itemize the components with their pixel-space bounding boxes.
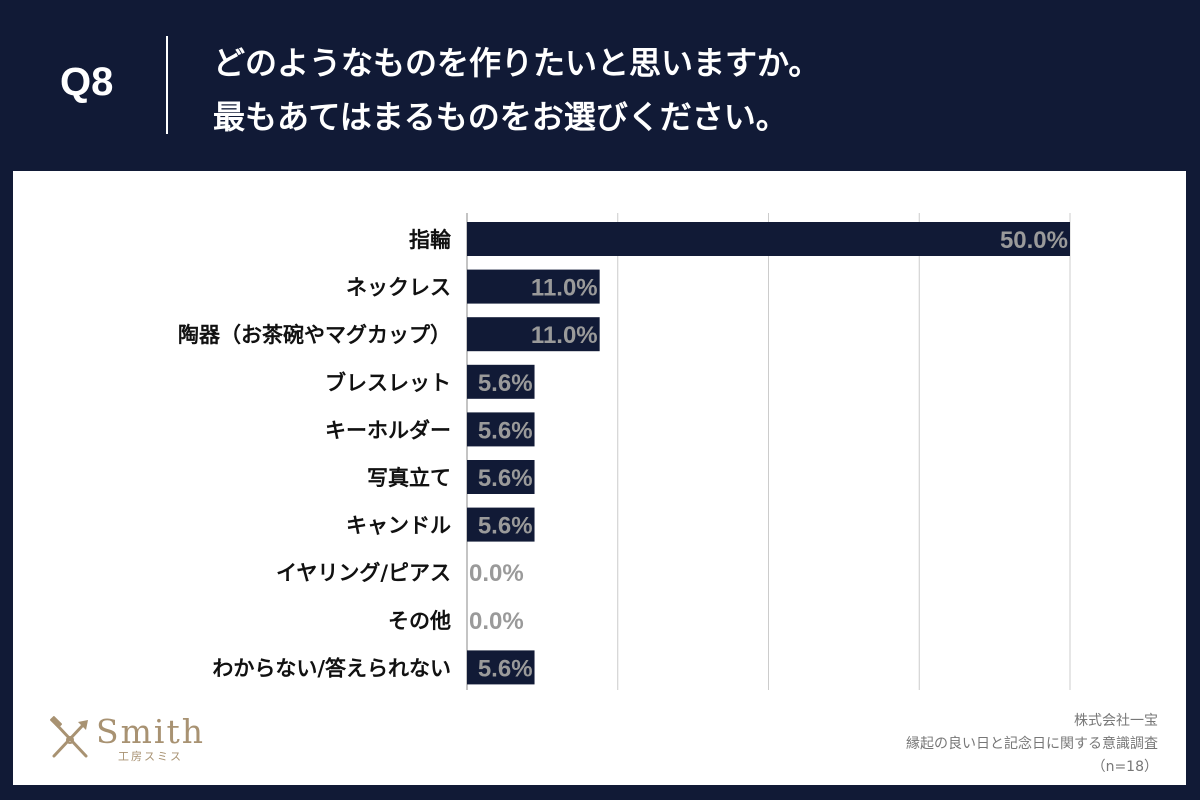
question-number: Q8 — [60, 60, 114, 104]
logo-wordmark: Smith — [96, 712, 205, 751]
category-label: ネックレス — [346, 276, 451, 300]
bar — [467, 317, 600, 352]
logo-subtitle: 工房スミス — [118, 750, 183, 763]
bar — [467, 364, 535, 399]
category-label: キーホルダー — [325, 418, 451, 442]
category-label: キャンドル — [346, 514, 451, 538]
question-text-line-2: 最もあてはまるものをお選びください。 — [213, 98, 788, 136]
survey-credit: 株式会社一宝 縁起の良い日と記念日に関する意識調査 （n=18） — [906, 710, 1158, 779]
smith-logo: Smith 工房スミス — [48, 712, 228, 764]
header: Q8 どのようなものを作りたいと思いますか。 最もあてはまるものをお選びください… — [0, 0, 1200, 170]
bar — [467, 412, 535, 447]
category-label: 陶器（お茶碗やマグカップ） — [178, 323, 451, 347]
bar — [467, 222, 1070, 256]
category-label: ブレスレット — [325, 371, 451, 395]
data-label: 0.0% — [469, 560, 524, 587]
category-label: 写真立て — [367, 466, 451, 490]
category-label: その他 — [388, 609, 451, 633]
data-label: 50.0% — [1000, 227, 1068, 254]
question-text-line-1: どのようなものを作りたいと思いますか。 — [213, 44, 821, 82]
category-label: 指輪 — [409, 228, 452, 252]
credit-sample-size: （n=18） — [1091, 759, 1158, 775]
data-label: 5.6% — [478, 465, 533, 492]
credit-company: 株式会社一宝 — [1074, 713, 1158, 729]
data-label: 11.0% — [531, 322, 598, 349]
data-label: 5.6% — [478, 655, 533, 682]
bar — [467, 650, 535, 685]
data-label: 11.0% — [531, 275, 598, 302]
crossed-tools-icon — [50, 716, 88, 758]
data-label: 5.6% — [478, 417, 533, 444]
bar-chart: 指輪 50.0% ネックレス 11.0% 陶器（お茶碗やマグカップ） 11.0% ブレスレッ… — [178, 213, 1071, 690]
bar — [467, 460, 535, 494]
chart-panel: 指輪 50.0% ネックレス 11.0% 陶器（お茶碗やマグカップ） 11.0% ブレスレッ… — [13, 171, 1186, 785]
bar — [467, 269, 600, 304]
category-label: イヤリング/ピアス — [276, 561, 451, 585]
data-label: 5.6% — [478, 370, 533, 397]
bar — [467, 507, 535, 542]
data-label: 5.6% — [478, 513, 533, 540]
category-label: わからない/答えられない — [212, 656, 451, 680]
credit-survey-name: 縁起の良い日と記念日に関する意識調査 — [906, 736, 1158, 752]
header-divider — [166, 36, 168, 134]
data-label: 0.0% — [469, 608, 524, 635]
